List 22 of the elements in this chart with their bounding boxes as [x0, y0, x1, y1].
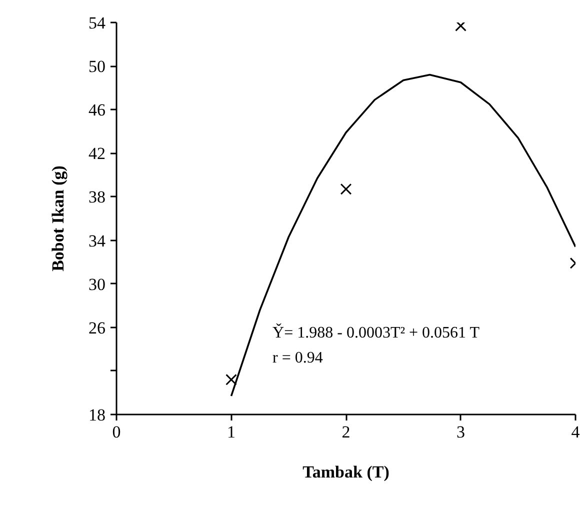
y-tick-label: 50 — [88, 57, 106, 76]
x-tick-label: 3 — [456, 422, 465, 442]
x-tick-label: 0 — [112, 422, 121, 442]
y-tick-label: 26 — [88, 318, 106, 338]
annotation: Y̌= 1.988 - 0.0003T² + 0.0561 T — [272, 322, 480, 342]
point — [226, 374, 237, 386]
y-tick-label: 54 — [88, 14, 106, 32]
x-tick-label: 4 — [571, 422, 580, 442]
y-tick-label: 46 — [88, 100, 106, 120]
y-tick-label: 18 — [88, 406, 106, 424]
x-tick-label: 1 — [227, 422, 236, 442]
line-series — [230, 74, 576, 397]
y-tick-label: 38 — [88, 188, 106, 207]
y-axis-title: Bobot Ikan (g) — [48, 166, 68, 272]
x-tick-label: 2 — [342, 422, 350, 442]
point — [455, 22, 466, 32]
y-tick-label: 42 — [88, 144, 106, 164]
x-axis-title: Tambak (T) — [302, 462, 390, 482]
point — [340, 183, 352, 195]
y-tick-label: 30 — [88, 274, 106, 294]
y-tick-label: 34 — [88, 231, 106, 250]
annotation: r = 0.94 — [272, 350, 323, 367]
